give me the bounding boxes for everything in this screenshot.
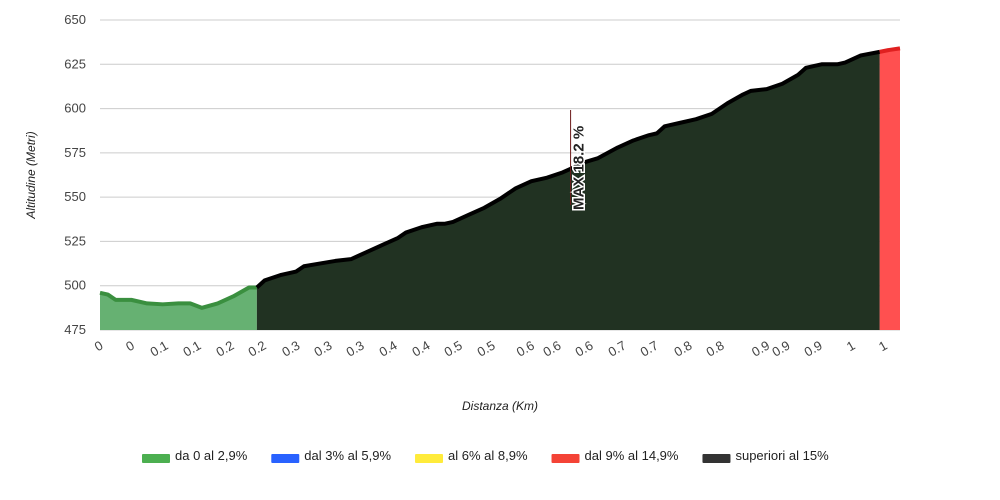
y-tick-label: 500	[64, 278, 86, 293]
x-tick-label: 0.9	[749, 338, 772, 360]
x-tick-label: 0	[92, 338, 106, 355]
legend-label: dal 9% al 14,9%	[585, 448, 679, 463]
x-tick-label: 0.2	[213, 338, 236, 360]
area	[100, 287, 257, 330]
y-tick-label: 625	[64, 56, 86, 71]
x-tick-label: 0.9	[802, 338, 825, 360]
x-tick-label: 0.9	[769, 338, 792, 360]
x-tick-label: 0.6	[540, 338, 563, 360]
x-tick-label: 0.6	[573, 338, 596, 360]
legend-swatch	[702, 454, 731, 463]
legend-swatch	[142, 454, 170, 463]
x-tick-label: 0	[123, 338, 137, 355]
legend-label: da 0 al 2,9%	[175, 448, 248, 463]
x-tick-label: 1	[876, 338, 890, 355]
y-axis-title: Altitudine (Metri)	[24, 131, 38, 219]
x-axis-title: Distanza (Km)	[462, 399, 538, 413]
legend-swatch	[551, 454, 580, 463]
x-tick-label: 0.3	[344, 338, 367, 360]
y-tick-label: 600	[64, 101, 86, 116]
x-tick-label: 0.4	[409, 338, 432, 360]
legend-swatch	[415, 454, 444, 463]
x-tick-label: 0.3	[279, 338, 302, 360]
y-tick-label: 650	[64, 12, 86, 27]
x-tick-label: 0.4	[376, 338, 399, 360]
x-tick-label: 0.5	[475, 338, 498, 360]
legend-label: al 6% al 8,9%	[448, 448, 528, 463]
legend-label: dal 3% al 5,9%	[304, 448, 391, 463]
x-tick-label: 0.5	[442, 338, 465, 360]
y-tick-label: 550	[64, 189, 86, 204]
area	[879, 48, 900, 330]
area	[256, 51, 880, 331]
y-tick-label: 525	[64, 233, 86, 248]
legend-swatch	[271, 454, 300, 463]
x-tick-label: 0.7	[605, 338, 628, 360]
x-tick-label: 0.8	[704, 338, 727, 360]
legend-label: superiori al 15%	[735, 448, 829, 463]
line	[879, 46, 901, 54]
x-tick-label: 0.2	[245, 338, 268, 360]
x-tick-label: 0.8	[671, 338, 694, 360]
x-tick-label: 0.6	[514, 338, 537, 360]
x-tick-label: 0.7	[638, 338, 661, 360]
y-tick-label: 475	[64, 322, 86, 337]
x-tick-label: 0.3	[311, 338, 334, 360]
x-tick-label: 0.1	[147, 338, 170, 360]
annotation-label: MAX 18.2 %	[571, 126, 588, 210]
line	[99, 285, 257, 310]
y-tick-label: 575	[64, 145, 86, 160]
x-tick-label: 1	[844, 338, 858, 355]
x-tick-label: 0.1	[180, 338, 203, 360]
